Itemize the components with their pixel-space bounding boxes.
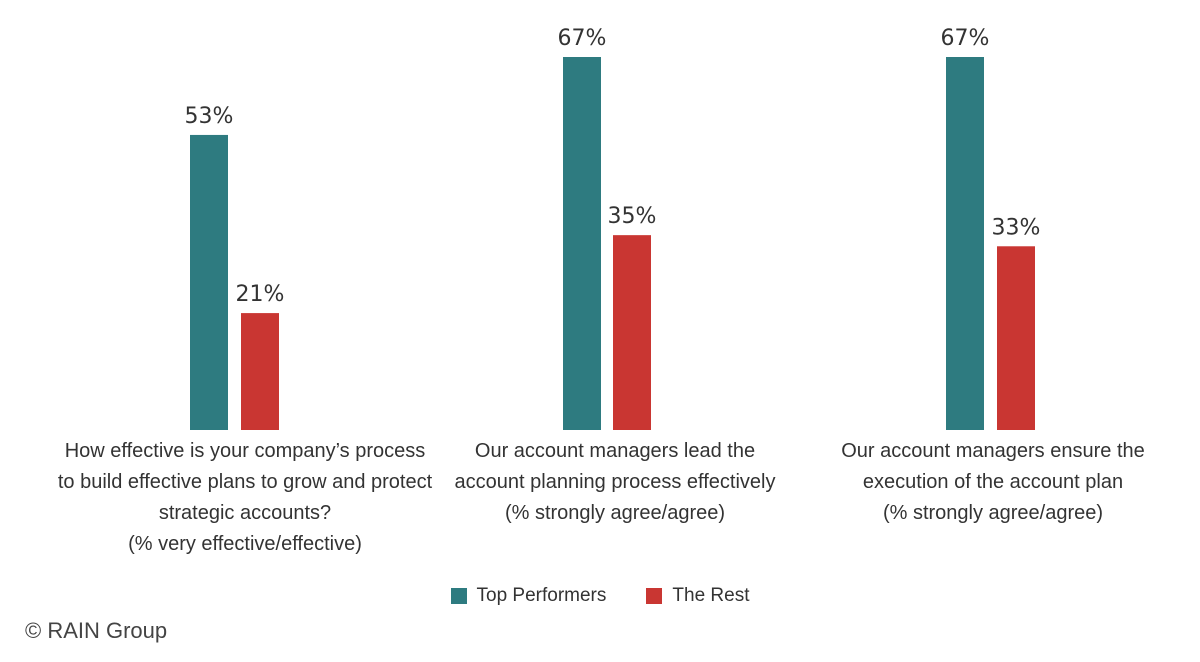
legend-label: The Rest [672,585,750,606]
legend-label: Top Performers [476,585,607,606]
category-label: How effective is your company’s process … [55,436,435,560]
category-question: Our account managers ensure the executio… [841,440,1145,493]
legend-swatch [646,588,663,604]
category-label: Our account managers lead the account pl… [443,436,788,529]
legend-swatch [450,588,467,604]
bar [241,313,279,430]
source: © RAIN Group [25,618,168,643]
value-label: 67% [941,26,990,51]
category-note: (% strongly agree/agree) [504,502,726,524]
bar [613,235,651,430]
value-label: 21% [236,282,285,307]
category-question: Our account managers lead the account pl… [454,440,776,493]
value-label: 67% [558,26,607,51]
legend-item: The Rest [646,585,749,607]
bar [997,246,1035,430]
bar [946,57,984,430]
bar [563,57,601,430]
value-label: 35% [608,204,657,229]
category-note: (% strongly agree/agree) [882,502,1104,524]
legend-item: Top Performers [450,585,607,607]
bar [190,134,228,430]
legend: Top Performers The Rest [0,585,1200,607]
category-label: Our account managers ensure the executio… [813,436,1173,529]
value-label: 33% [992,215,1041,240]
category-question: How effective is your company’s process … [57,440,433,524]
category-note: (% very effective/effective) [128,533,362,555]
value-label: 53% [185,104,234,129]
